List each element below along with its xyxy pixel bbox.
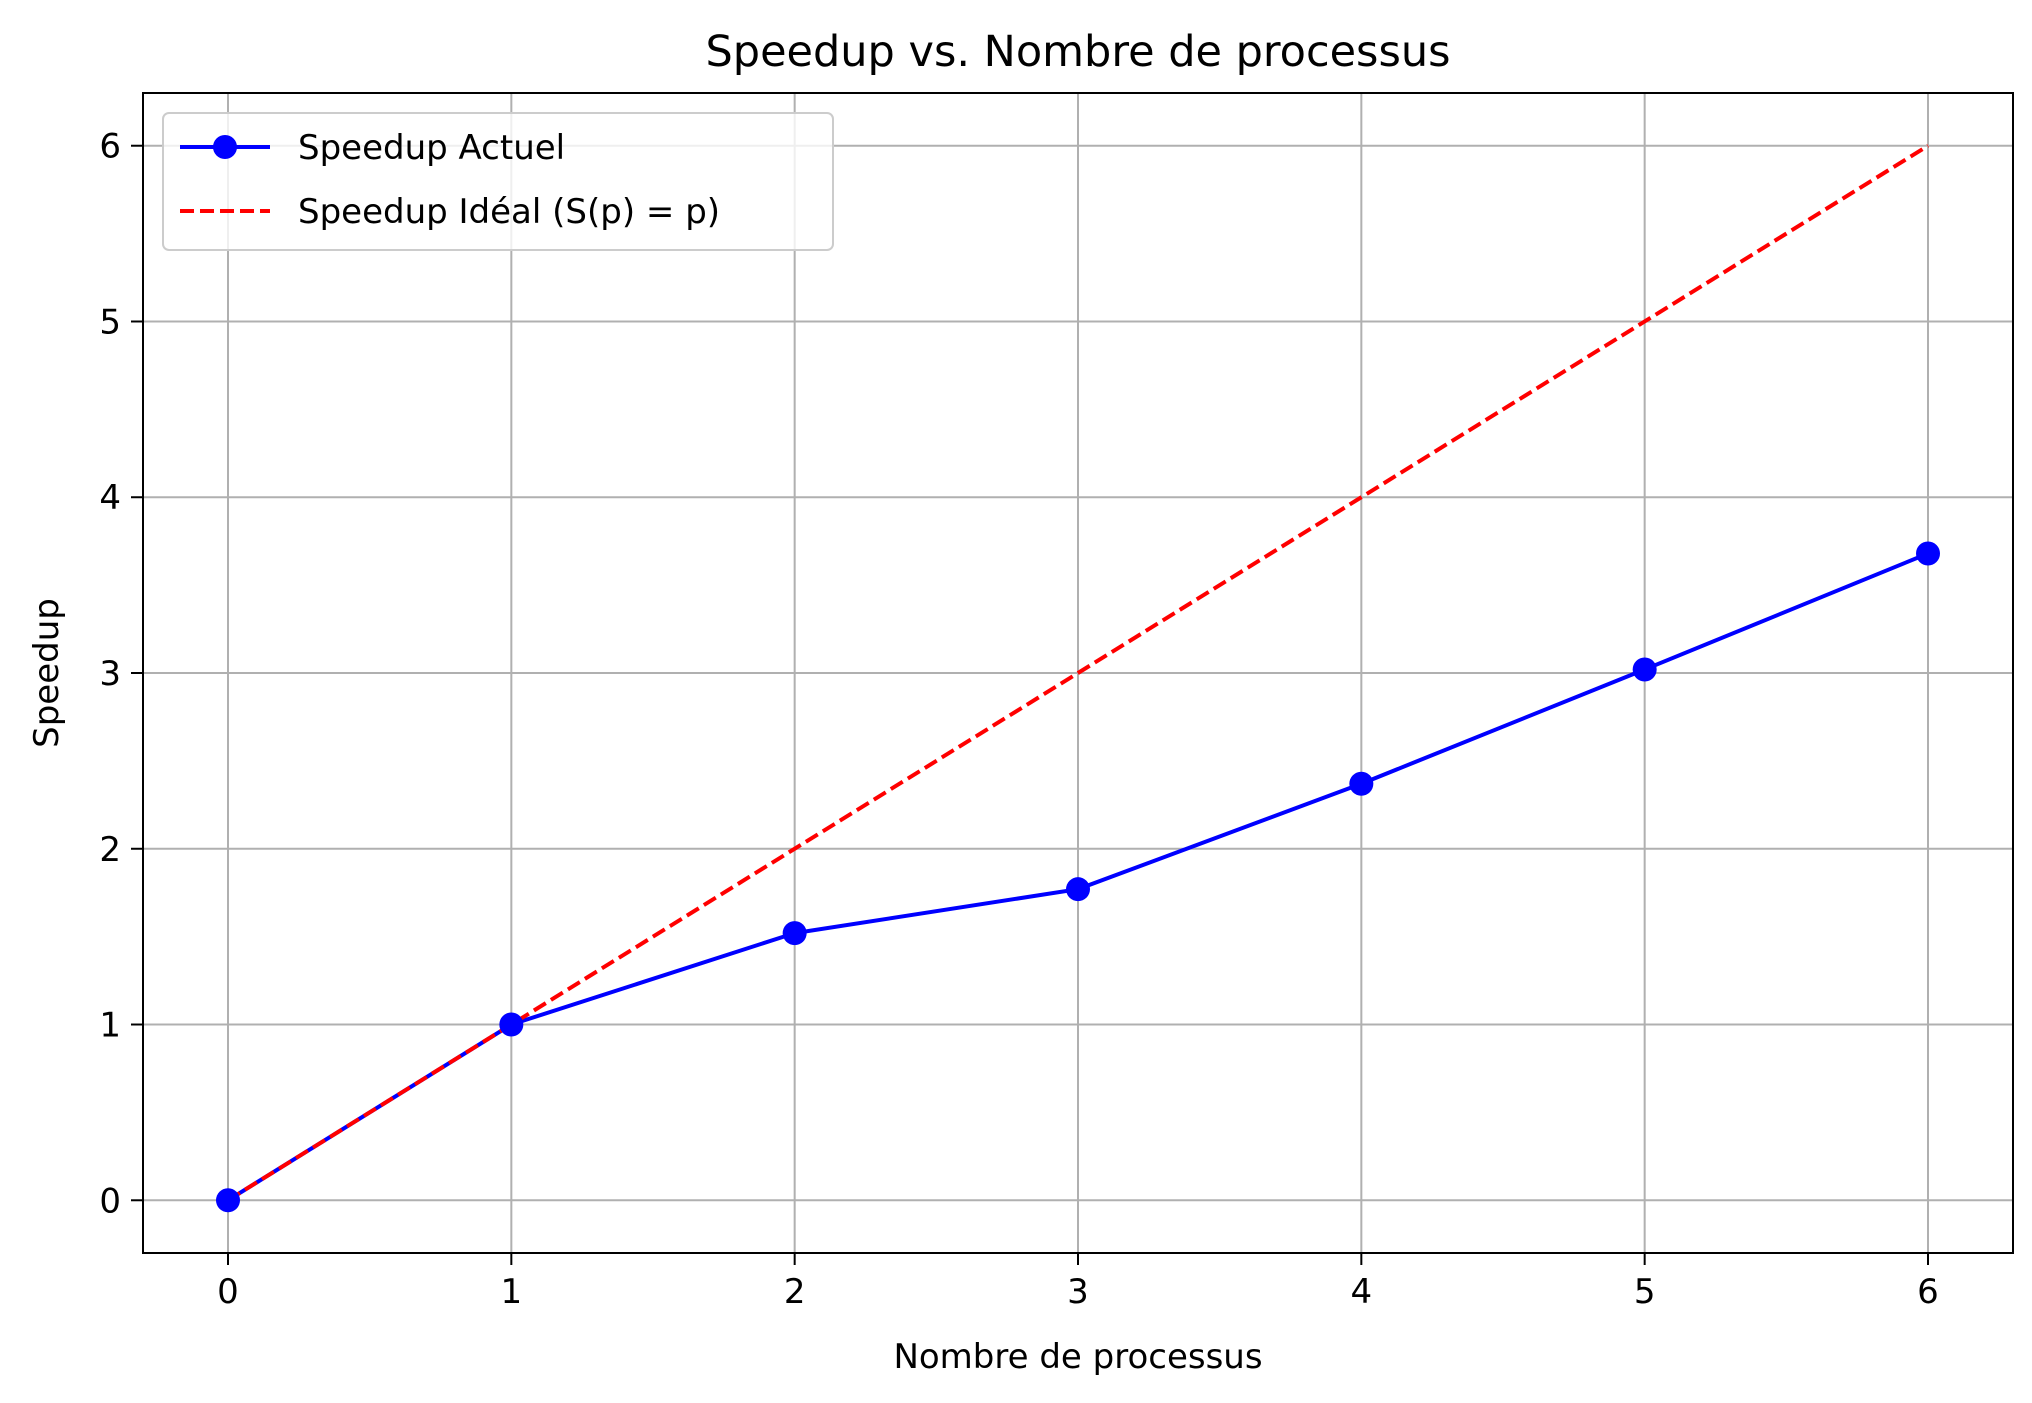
series-actual-point	[1066, 877, 1090, 902]
x-tick-label: 0	[217, 1272, 239, 1312]
legend-box	[162, 112, 834, 251]
y-tick-label: 5	[99, 302, 121, 342]
ticks: 0 1 2 3 4 5 6 0 1 2 3 4 5 6	[99, 127, 1938, 1312]
x-tick-label: 4	[1351, 1272, 1373, 1312]
y-tick-label: 4	[99, 478, 121, 518]
series-actual-point	[1916, 541, 1940, 566]
series-layer	[216, 144, 1940, 1213]
series-actual-point	[1349, 771, 1374, 796]
y-tick-label: 1	[99, 1006, 121, 1046]
x-axis-label: Nombre de processus	[893, 1337, 1262, 1377]
y-axis-label: Speedup	[27, 598, 67, 748]
legend: Speedup Actuel Speedup Idéal (S(p) = p)	[162, 112, 834, 251]
series-actual-point	[216, 1188, 240, 1213]
x-tick-label: 1	[501, 1272, 523, 1312]
x-tick-label: 5	[1634, 1272, 1656, 1312]
series-actual-point	[1632, 657, 1657, 682]
chart-title: Speedup vs. Nombre de processus	[705, 27, 1450, 77]
x-tick-label: 3	[1067, 1272, 1089, 1312]
x-tick-label: 2	[784, 1272, 806, 1312]
y-tick-label: 3	[99, 654, 121, 694]
y-tick-label: 0	[99, 1181, 121, 1221]
series-actual-point	[499, 1012, 524, 1037]
legend-label: Speedup Idéal (S(p) = p)	[298, 192, 720, 232]
y-tick-label: 2	[99, 830, 121, 870]
x-tick-label: 6	[1917, 1272, 1939, 1312]
series-actual-point	[782, 921, 807, 946]
legend-swatch-marker	[213, 135, 237, 159]
legend-label: Speedup Actuel	[298, 128, 565, 168]
y-tick-label: 6	[99, 127, 121, 167]
